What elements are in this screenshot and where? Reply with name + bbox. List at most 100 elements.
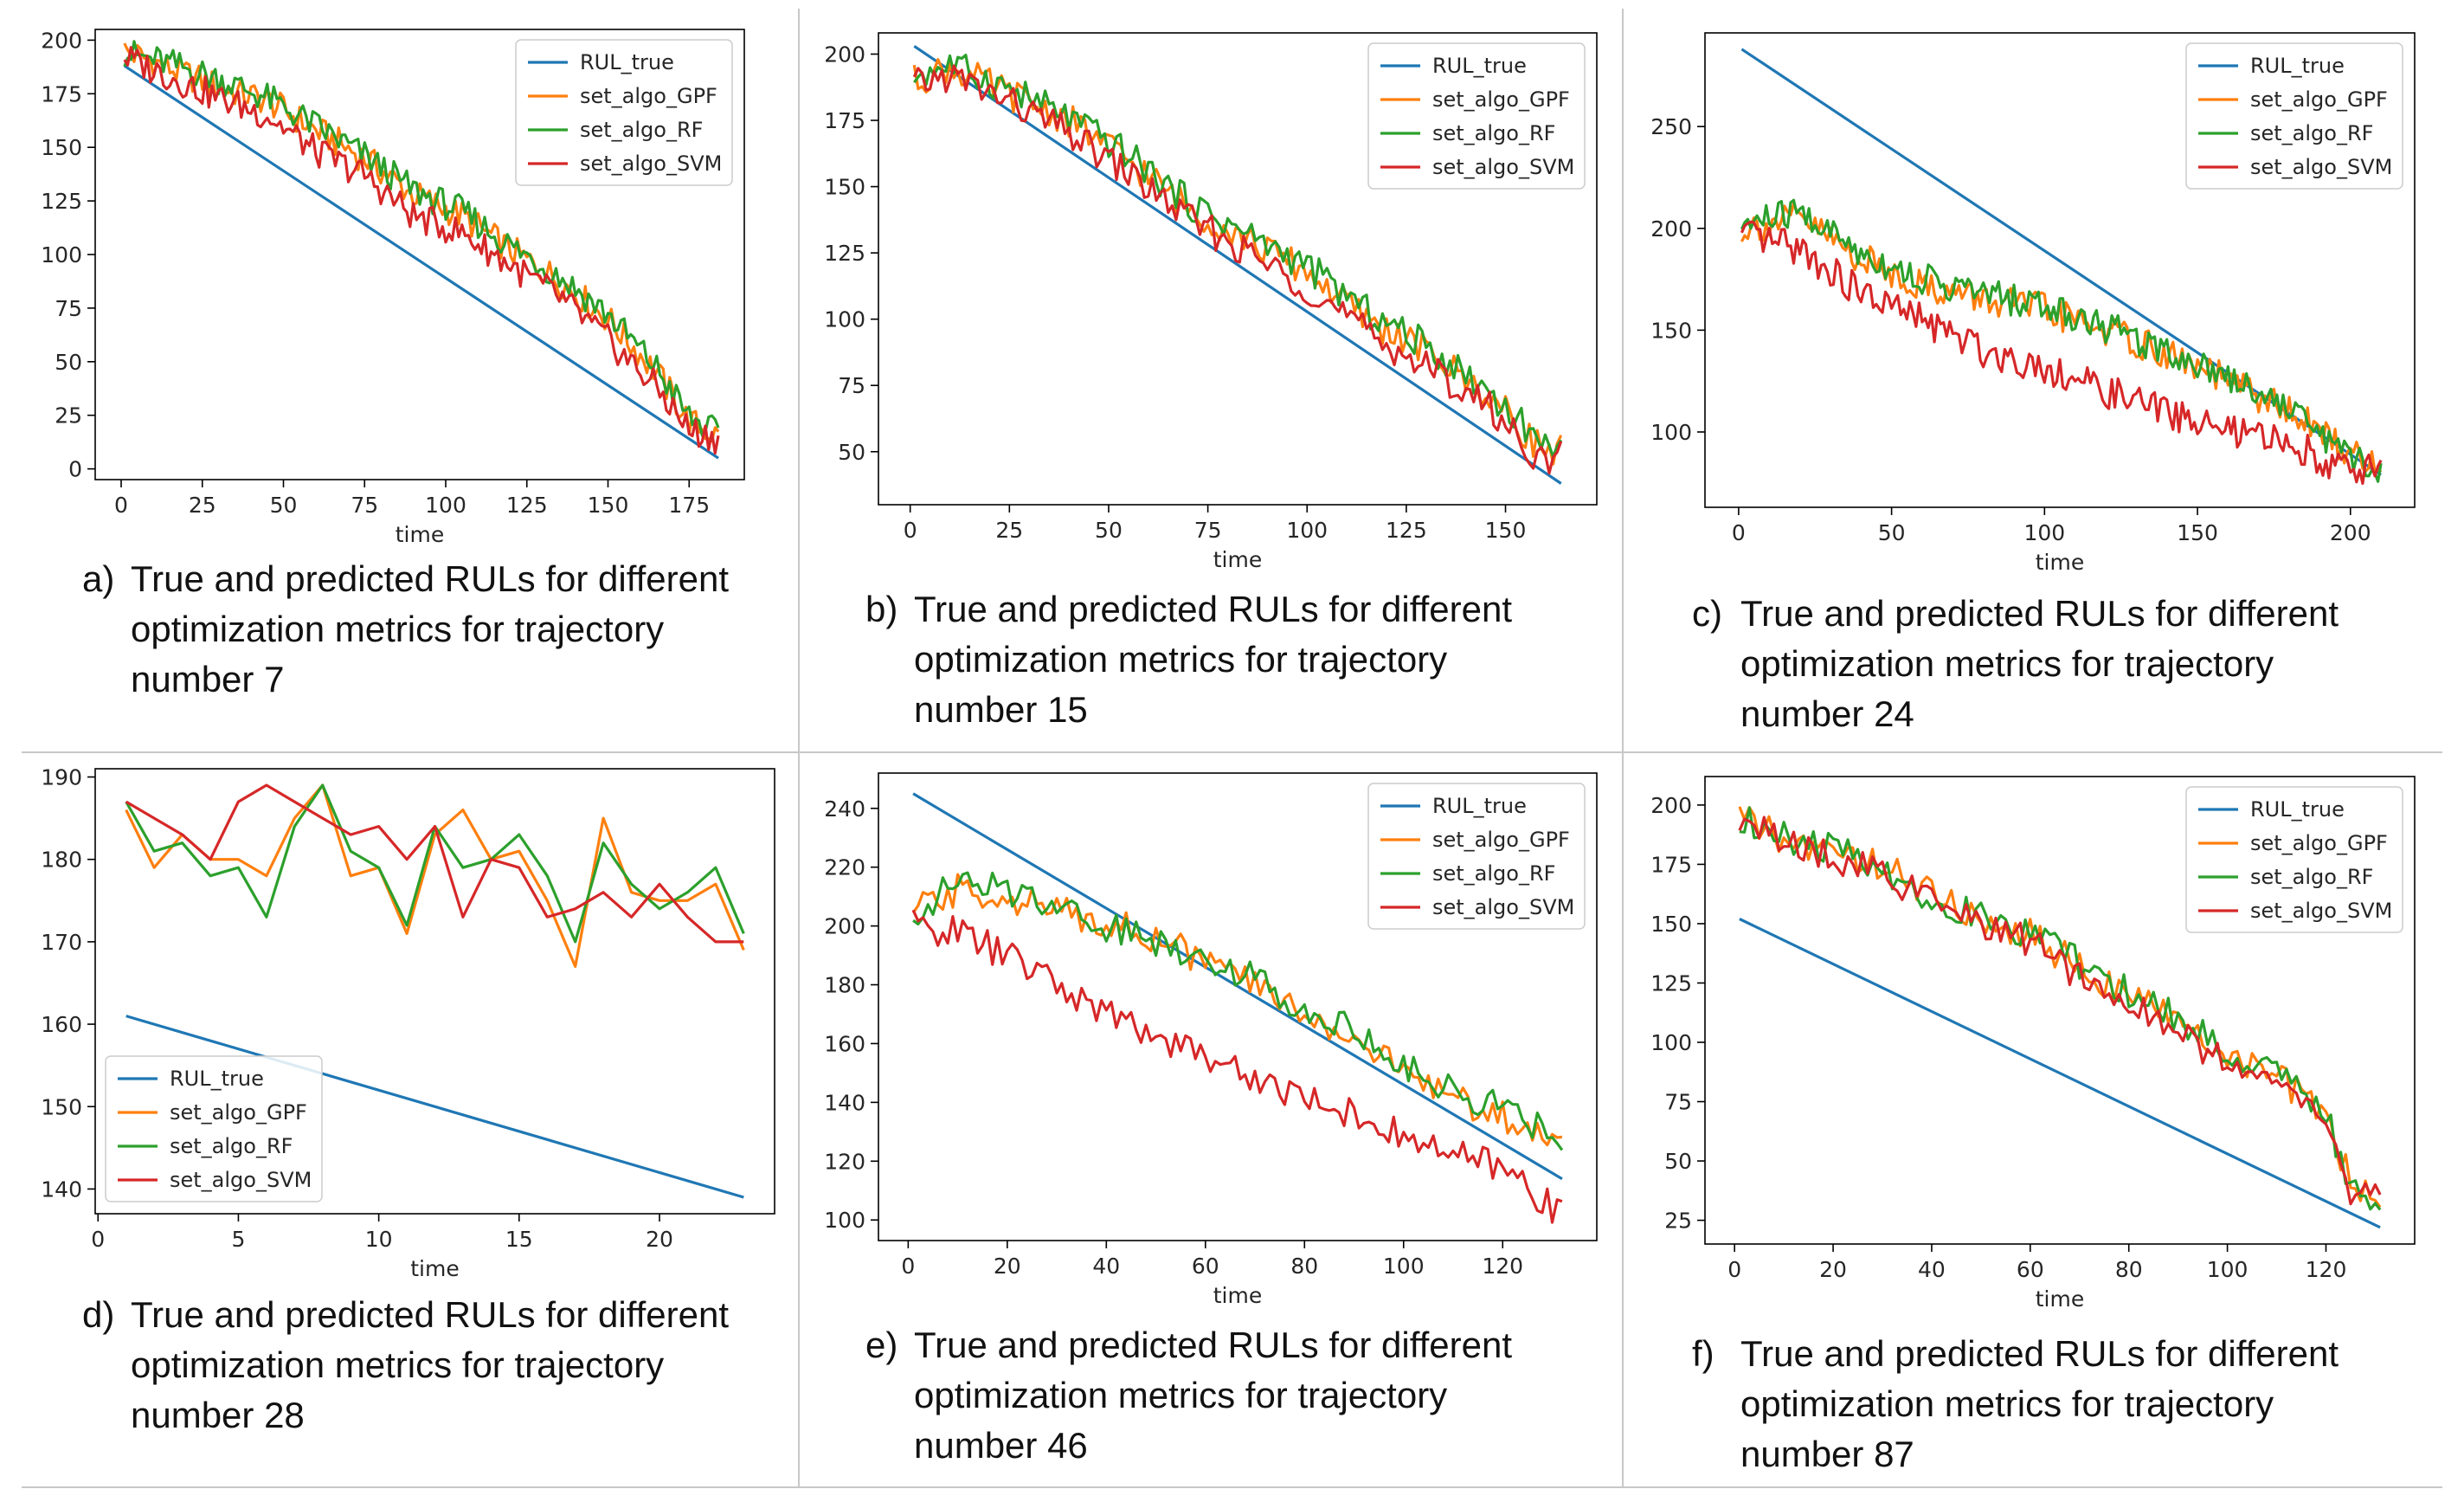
legend: RUL_true set_algo_GPF set_algo_RF set_algo_…	[1367, 783, 1586, 930]
y-tick-label: 200	[1650, 793, 1692, 818]
x-tick-label: 15	[505, 1227, 533, 1252]
y-tick-label: 100	[824, 1208, 865, 1233]
caption-line: number 24	[1740, 693, 1914, 734]
series-RUL_true	[125, 1015, 744, 1199]
x-axis-label: time	[2036, 550, 2084, 575]
legend-box	[2185, 786, 2403, 933]
x-tick-label: 150	[588, 493, 629, 518]
x-tick-label: 125	[506, 493, 548, 518]
series-RUL_true	[912, 792, 1563, 1181]
column-divider	[1622, 9, 1624, 1488]
y-tick-label: 200	[824, 914, 865, 939]
series-set_algo_GPF	[1738, 806, 2382, 1209]
y-tick-label: 75	[55, 296, 82, 321]
x-axis-label: time	[1213, 1283, 1262, 1308]
y-tick-label: 150	[824, 175, 865, 200]
y-tick-label: 125	[1650, 970, 1692, 996]
caption-letter: a)	[82, 558, 115, 599]
caption-line: number 7	[131, 659, 285, 699]
caption-5: e) True and predicted RULs for different o…	[865, 1320, 1558, 1476]
legend-label: set_algo_SVM	[1432, 155, 1574, 179]
x-tick-label: 200	[2330, 520, 2371, 545]
caption-letter: c)	[1692, 593, 1722, 634]
series-set_algo_GPF	[1740, 202, 2383, 474]
x-tick-label: 125	[1386, 518, 1427, 543]
y-tick-label: 170	[41, 930, 82, 955]
x-tick-label: 120	[1482, 1254, 1523, 1279]
x-tick-label: 20	[646, 1227, 673, 1252]
plot-frame	[878, 772, 1598, 1241]
y-tick-label: 175	[824, 108, 865, 133]
x-axis-label: time	[1213, 547, 1262, 572]
legend-label: RUL_true	[2250, 54, 2345, 78]
legend-label: set_algo_GPF	[1432, 828, 1570, 852]
x-tick-label: 100	[2023, 520, 2065, 545]
legend-label: set_algo_SVM	[1432, 895, 1574, 919]
legend-label: set_algo_GPF	[2250, 87, 2388, 112]
series-set_algo_SVM	[911, 909, 1563, 1224]
x-tick-label: 10	[365, 1227, 393, 1252]
x-tick-label: 100	[1286, 518, 1328, 543]
series-set_algo_GPF	[911, 873, 1563, 1147]
series-set_algo_SVM	[123, 46, 720, 455]
y-tick-label: 25	[1664, 1209, 1692, 1234]
caption-line: True and predicted RULs for different	[914, 589, 1513, 629]
series-set_algo_GPF	[125, 783, 745, 969]
legend-label: set_algo_RF	[170, 1134, 293, 1158]
series-set_algo_RF	[912, 871, 1564, 1151]
x-tick-label: 25	[995, 518, 1023, 543]
x-tick-label: 100	[1383, 1254, 1425, 1279]
legend-label: set_algo_SVM	[170, 1168, 312, 1192]
series-set_algo_SVM	[1740, 220, 2383, 486]
column-divider	[798, 9, 800, 1488]
x-tick-label: 0	[904, 518, 917, 543]
x-tick-label: 80	[1290, 1254, 1318, 1279]
x-tick-label: 60	[1192, 1254, 1219, 1279]
y-tick-label: 240	[824, 796, 865, 822]
y-tick-label: 100	[824, 307, 865, 332]
x-tick-label: 150	[2177, 520, 2218, 545]
legend: RUL_true set_algo_GPF set_algo_RF set_algo_…	[105, 1055, 323, 1202]
plot-frame	[878, 32, 1598, 506]
y-tick-label: 50	[1664, 1149, 1692, 1174]
x-tick-label: 100	[2207, 1257, 2248, 1282]
y-tick-label: 25	[55, 403, 82, 429]
series-set_algo_RF	[123, 40, 720, 437]
y-tick-label: 100	[1650, 1030, 1692, 1055]
x-tick-label: 75	[1194, 518, 1222, 543]
caption-6: f) True and predicted RULs for different o…	[1692, 1329, 2384, 1485]
series-set_algo_SVM	[1738, 815, 2382, 1206]
x-tick-label: 40	[1918, 1257, 1946, 1282]
y-tick-label: 75	[1664, 1090, 1692, 1115]
legend-label: set_algo_GPF	[580, 84, 717, 108]
caption-line: optimization metrics for trajectory	[1740, 1383, 2274, 1424]
y-tick-label: 140	[41, 1176, 82, 1202]
x-tick-label: 80	[2115, 1257, 2143, 1282]
series-RUL_true	[123, 64, 719, 460]
y-tick-label: 140	[824, 1090, 865, 1115]
legend-label: set_algo_SVM	[2250, 155, 2392, 179]
x-tick-label: 50	[270, 493, 298, 518]
legend-box	[1367, 783, 1586, 930]
y-tick-label: 160	[41, 1012, 82, 1037]
legend-label: set_algo_SVM	[2250, 899, 2392, 923]
caption-line: number 15	[914, 689, 1088, 730]
x-tick-label: 150	[1485, 518, 1527, 543]
y-tick-label: 200	[824, 42, 865, 67]
series-RUL_true	[1739, 918, 2381, 1229]
legend-label: set_algo_RF	[2250, 121, 2373, 145]
series-set_algo_SVM	[125, 783, 744, 944]
y-tick-label: 200	[1650, 216, 1692, 242]
series-set_algo_RF	[913, 53, 1563, 459]
legend-box	[515, 39, 733, 186]
caption-3: c) True and predicted RULs for different o…	[1692, 589, 2384, 745]
caption-line: optimization metrics for trajectory	[131, 1344, 665, 1385]
x-axis-label: time	[2036, 1286, 2084, 1312]
bottom-divider	[22, 1486, 2442, 1488]
